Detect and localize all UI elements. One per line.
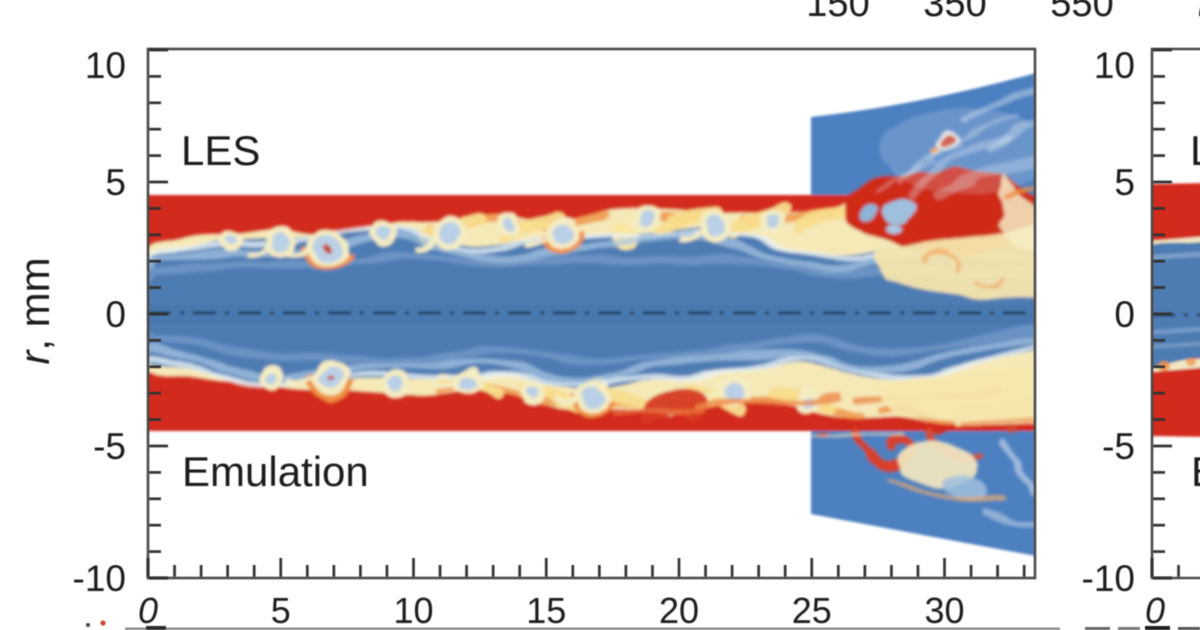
svg-text:5: 5 (271, 590, 291, 630)
svg-text:0: 0 (105, 294, 126, 335)
svg-text:750: 750 (1192, 0, 1200, 25)
svg-text:10: 10 (1094, 45, 1135, 86)
svg-text:0: 0 (1114, 294, 1135, 335)
svg-text:10: 10 (85, 45, 126, 86)
svg-text:20: 20 (659, 590, 699, 630)
svg-text:10: 10 (393, 590, 433, 630)
svg-text:25: 25 (792, 590, 832, 630)
svg-text:-5: -5 (93, 426, 126, 467)
svg-text:LES: LES (181, 127, 260, 174)
svg-text:Emulation: Emulation (182, 448, 369, 495)
svg-text:-10: -10 (1082, 558, 1135, 599)
svg-text:LES: LES (1190, 127, 1200, 174)
svg-text:Emulation: Emulation (1191, 448, 1200, 495)
svg-text:0: 0 (138, 590, 158, 630)
svg-text:150: 150 (806, 0, 869, 25)
svg-text:0: 0 (1145, 590, 1165, 630)
svg-text:5: 5 (105, 162, 126, 203)
svg-text:-10: -10 (73, 558, 126, 599)
svg-text:r, mm: r, mm (11, 257, 58, 364)
svg-text:30: 30 (924, 590, 964, 630)
svg-text:15: 15 (526, 590, 566, 630)
svg-text:550: 550 (1050, 0, 1113, 25)
svg-text:350: 350 (923, 0, 986, 25)
svg-text:5: 5 (1114, 162, 1135, 203)
svg-text:-5: -5 (1102, 426, 1135, 467)
